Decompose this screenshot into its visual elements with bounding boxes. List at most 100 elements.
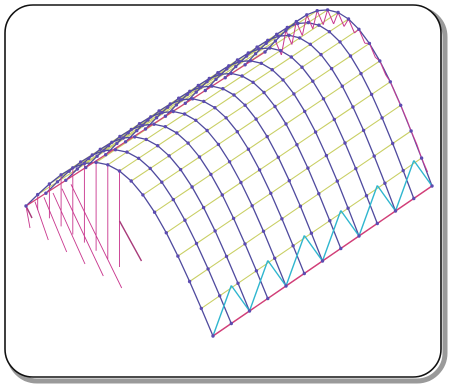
arch-chord-member [295, 14, 308, 23]
truss-node [221, 87, 225, 91]
purlin-member [187, 130, 208, 144]
arch-chord-member [247, 148, 261, 171]
arch-chord-member [277, 157, 290, 181]
truss-node [125, 150, 129, 154]
truss-node [372, 154, 376, 158]
truss-node [94, 160, 98, 165]
truss-node [298, 36, 302, 40]
arch-chord-member [327, 9, 339, 14]
truss-node [340, 84, 344, 88]
truss-node [361, 128, 366, 133]
arch-chord-member [142, 194, 156, 213]
purlin-member [154, 199, 174, 213]
purlin-member [126, 138, 147, 153]
purlin-member [184, 207, 204, 221]
truss-node [160, 180, 164, 184]
truss-node [287, 179, 291, 183]
arch-chord-member [197, 77, 210, 86]
truss-node [270, 68, 274, 72]
arch-chord-member [241, 75, 254, 83]
arch-chord-member [157, 145, 170, 157]
purlin-member [145, 126, 166, 140]
truss-node [229, 321, 233, 326]
arch-chord-member [276, 26, 288, 35]
truss-node [176, 254, 180, 258]
purlin-member [214, 94, 235, 109]
front-frame-edge [25, 205, 33, 219]
purlin-member [333, 106, 354, 120]
truss-node [205, 79, 209, 84]
back-end-web [400, 105, 408, 120]
truss-node [123, 140, 128, 144]
purlin-member [318, 180, 338, 195]
purlin-member [107, 151, 128, 166]
purlin-member [381, 104, 402, 119]
truss-node [375, 221, 379, 226]
front-left-hatch [34, 201, 49, 241]
purlin-member [300, 193, 320, 207]
truss-node [214, 77, 218, 82]
arch-chord-member [255, 118, 268, 137]
back-end-web [348, 18, 355, 34]
arch-chord-member [263, 92, 276, 107]
arch-chord-member [189, 281, 202, 309]
truss-node [247, 309, 252, 313]
truss-node [284, 28, 288, 33]
arch-chord-member [210, 174, 223, 196]
truss-node [44, 191, 48, 195]
truss-node [213, 106, 217, 110]
truss-node [266, 296, 270, 301]
arch-chord-member [107, 164, 120, 172]
truss-node [207, 76, 211, 81]
truss-node [383, 181, 387, 185]
arch-chord-member [310, 232, 324, 262]
front-left-hatch [43, 197, 68, 253]
truss-node [133, 135, 137, 139]
truss-node [220, 193, 224, 197]
arch-chord-member [328, 31, 341, 43]
truss-node [117, 169, 122, 173]
purlin-member [360, 60, 381, 75]
purlin-member [203, 194, 223, 209]
back-end-web [416, 144, 423, 159]
arch-chord-member [139, 116, 152, 125]
arch-chord-member [271, 69, 284, 81]
truss-node [338, 40, 342, 44]
truss-node [190, 97, 195, 101]
purlin-member [210, 161, 230, 175]
truss-node [232, 93, 236, 97]
side-truss-web [376, 185, 397, 212]
truss-node [346, 206, 350, 210]
truss-node [327, 30, 332, 34]
truss-node [305, 13, 309, 17]
truss-node [227, 64, 231, 68]
truss-node [163, 114, 168, 118]
truss-node [90, 153, 95, 157]
purlin-member [176, 91, 197, 106]
truss-node [246, 51, 250, 55]
truss-node [295, 143, 299, 147]
truss-node [393, 209, 398, 213]
back-end-web [327, 9, 335, 25]
purlin-member [134, 123, 155, 138]
arch-chord-member [317, 9, 328, 12]
purlin-member [176, 119, 197, 134]
truss-node [194, 118, 198, 123]
arch-chord-member [126, 151, 139, 159]
truss-node [157, 109, 161, 113]
arch-chord-member [57, 170, 70, 183]
side-truss-web [413, 160, 433, 187]
truss-node [229, 71, 233, 76]
purlin-member [136, 117, 157, 132]
truss-node [276, 155, 280, 159]
truss-node [313, 130, 318, 134]
arch-chord-member [251, 205, 265, 232]
truss-node [71, 166, 75, 170]
arch-chord-member [381, 117, 394, 144]
arch-chord-member [186, 84, 199, 95]
arch-chord-member [184, 219, 198, 244]
truss-node [235, 58, 240, 62]
truss-node [359, 71, 363, 76]
truss-node [165, 105, 170, 109]
arch-chord-member [130, 180, 144, 196]
